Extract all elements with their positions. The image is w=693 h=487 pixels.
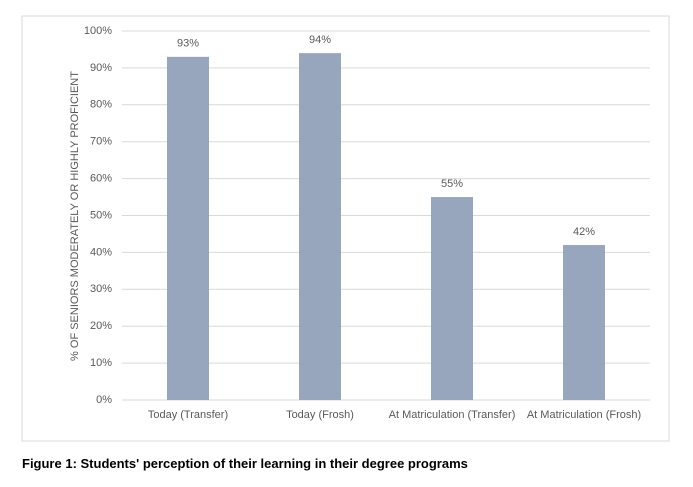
y-tick-label: 50% <box>90 209 112 221</box>
x-tick-label: At Matriculation (Transfer) <box>389 409 516 421</box>
y-tick-label: 40% <box>90 246 112 258</box>
bar <box>299 53 341 400</box>
x-tick-label: Today (Transfer) <box>148 409 228 421</box>
bar <box>563 245 605 400</box>
value-label: 93% <box>177 38 199 50</box>
y-tick-label: 0% <box>96 394 112 406</box>
y-tick-label: 10% <box>90 357 112 369</box>
value-label: 55% <box>441 178 463 190</box>
y-tick-label: 70% <box>90 136 112 148</box>
caption: Figure 1: Students' perception of their … <box>22 456 468 471</box>
y-tick-label: 90% <box>90 62 112 74</box>
y-axis-label: % OF SENIORS MODERATELY OR HIGHLY PROFIC… <box>69 71 81 361</box>
y-tick-label: 60% <box>90 173 112 185</box>
x-tick-label: At Matriculation (Frosh) <box>527 409 641 421</box>
x-tick-label: Today (Frosh) <box>286 409 354 421</box>
bar <box>167 56 209 401</box>
y-tick-label: 20% <box>90 320 112 332</box>
chart: % OF SENIORS MODERATELY OR HIGHLY PROFIC… <box>21 15 670 442</box>
chart-frame <box>21 15 670 442</box>
value-label: 94% <box>309 34 331 46</box>
value-label: 42% <box>573 226 595 238</box>
y-tick-label: 100% <box>84 25 112 37</box>
bar <box>431 197 473 400</box>
y-tick-label: 80% <box>90 99 112 111</box>
y-tick-label: 30% <box>90 283 112 295</box>
